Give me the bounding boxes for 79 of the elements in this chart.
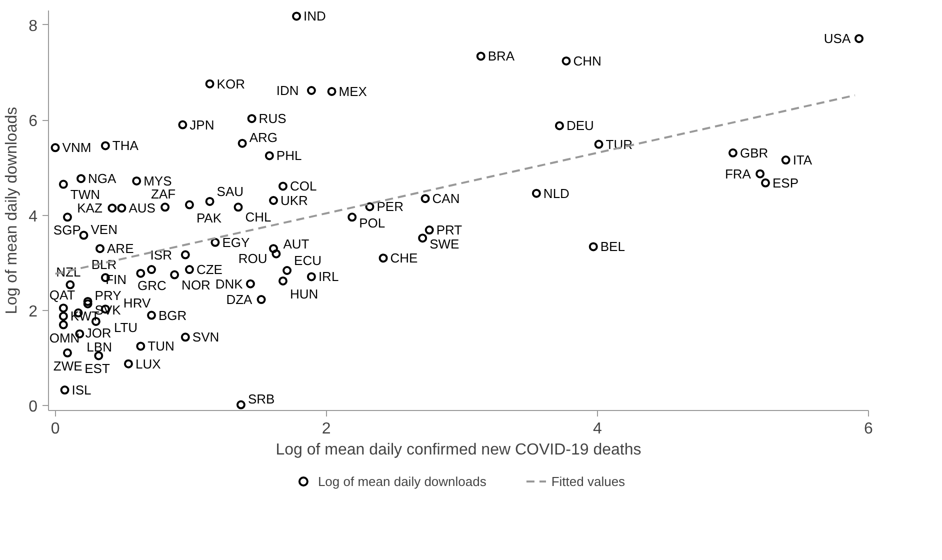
data-label: GBR	[740, 145, 768, 160]
data-label: BRA	[488, 48, 515, 64]
data-label: NLD	[543, 186, 570, 201]
data-label: POL	[359, 216, 386, 231]
data-label: TUN	[148, 338, 174, 354]
data-label: IDN	[276, 83, 299, 98]
data-label: TWN	[70, 186, 100, 202]
data-label: PER	[376, 199, 404, 214]
data-label: DEU	[566, 118, 594, 134]
y-tick-label: 0	[28, 398, 38, 416]
data-label: HRV	[123, 296, 151, 311]
data-label: USA	[824, 31, 851, 46]
data-label: LUX	[135, 356, 162, 372]
x-tick-label: 6	[864, 420, 874, 438]
data-label: KAZ	[77, 200, 102, 216]
data-label: VNM	[62, 140, 92, 156]
data-label: ISL	[72, 382, 92, 398]
data-label: CAN	[432, 191, 460, 206]
data-label: SGP	[53, 222, 81, 238]
data-label: KOR	[216, 76, 245, 92]
x-axis-title: Log of mean daily confirmed new COVID-19 deaths	[276, 442, 642, 458]
data-label: HUN	[290, 286, 318, 302]
data-label: BEL	[600, 239, 625, 254]
x-tick-label: 4	[592, 420, 602, 438]
data-label: OMN	[49, 330, 80, 346]
data-label: LBN	[86, 339, 112, 354]
y-tick-label: 8	[28, 18, 38, 35]
data-label: NOR	[182, 277, 210, 292]
data-label: SAU	[216, 184, 244, 199]
legend-label: Log of mean daily downloads	[318, 474, 486, 488]
data-label: CHL	[245, 210, 272, 225]
data-label: ITA	[792, 152, 812, 168]
y-tick-label: 2	[28, 304, 38, 320]
data-label: EST	[84, 361, 110, 376]
data-label: ROU	[238, 251, 268, 266]
x-tick-label: 2	[322, 420, 331, 438]
legend-label: Fitted values	[551, 474, 626, 488]
data-label: SVN	[192, 330, 220, 345]
data-label: MYS	[144, 173, 172, 188]
y-axis-title: Log of mean daily downloads	[4, 106, 21, 314]
data-label: JPN	[190, 117, 214, 132]
data-label: ECU	[294, 253, 322, 268]
data-label: DZA	[226, 292, 253, 308]
data-label: ARG	[249, 130, 278, 145]
data-label: PRT	[436, 222, 462, 238]
data-label: AUT	[283, 236, 310, 252]
data-label: PRY	[94, 288, 122, 303]
data-label: CHN	[573, 53, 602, 68]
data-label: LTU	[114, 320, 138, 335]
data-label: IRL	[318, 269, 339, 284]
data-label: QAT	[49, 288, 76, 303]
data-label: CHE	[390, 250, 418, 266]
data-label: ARE	[107, 241, 134, 256]
data-label: GRC	[137, 278, 166, 294]
x-tick-label: 0	[50, 420, 60, 438]
data-label: PHL	[276, 148, 302, 164]
data-label: JOR	[85, 325, 112, 340]
data-label: CZE	[196, 262, 223, 278]
data-label: BGR	[158, 308, 187, 323]
data-label: EGY	[222, 234, 250, 250]
data-label: MEX	[338, 84, 368, 99]
data-label: SRB	[248, 391, 275, 406]
data-label: ZWE	[53, 358, 83, 374]
data-label: PAK	[196, 210, 222, 226]
data-label: RUS	[258, 111, 287, 126]
y-tick-label: 4	[28, 208, 38, 226]
data-label: COL	[290, 178, 317, 194]
data-label: ESP	[772, 175, 799, 190]
y-tick-label: 6	[28, 113, 38, 130]
data-label: SWE	[430, 236, 460, 252]
data-label: THA	[112, 138, 139, 154]
data-label: UKR	[280, 193, 308, 208]
data-label: DNK	[215, 276, 244, 292]
data-label: FRA	[724, 166, 752, 182]
data-label: VEN	[90, 222, 118, 237]
data-label: NGA	[88, 171, 117, 186]
data-label: IND	[304, 8, 326, 24]
data-label: AUS	[128, 200, 156, 216]
data-label: ZAF	[151, 186, 176, 202]
